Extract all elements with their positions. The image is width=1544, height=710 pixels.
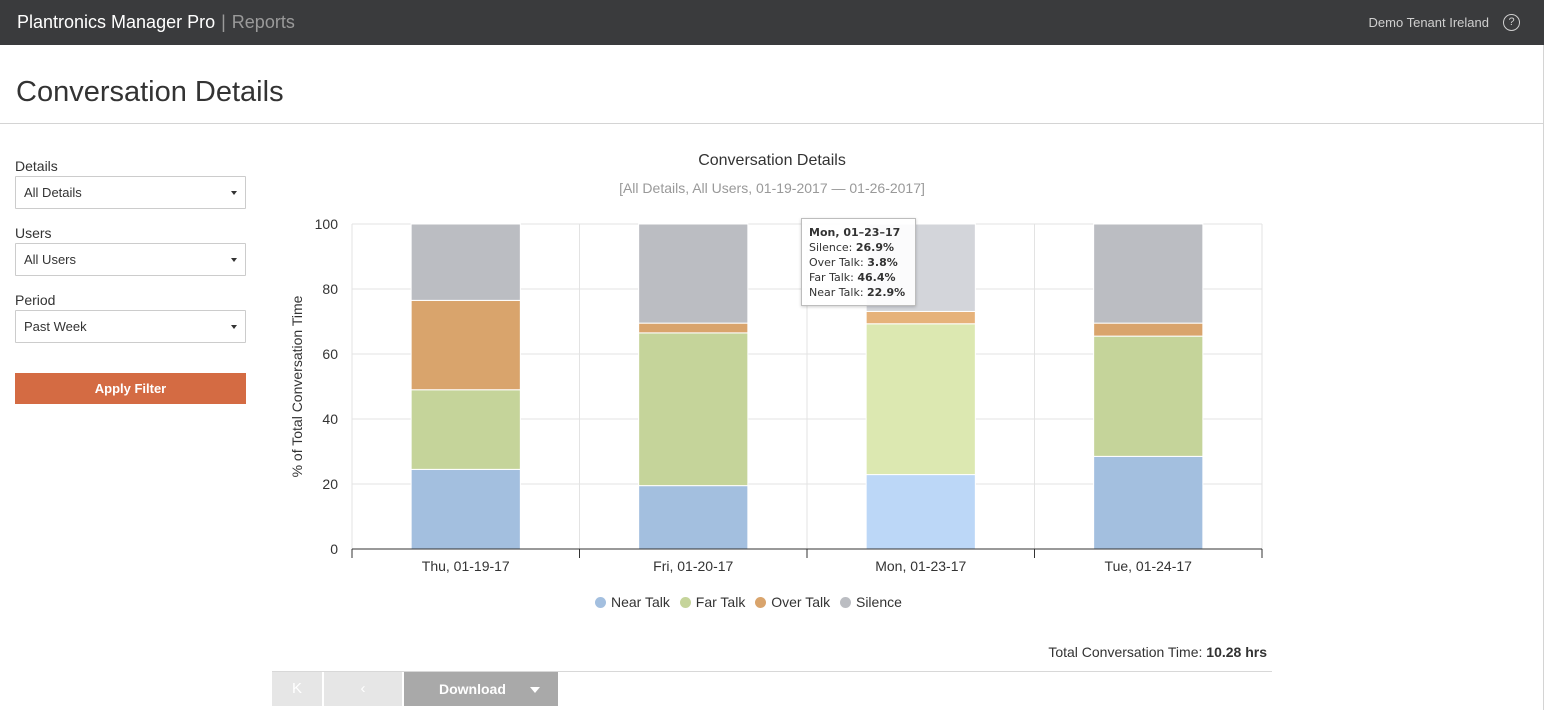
tenant-name[interactable]: Demo Tenant Ireland	[1368, 15, 1489, 30]
caret-down-icon	[231, 191, 237, 195]
bar-segment-near-talk	[1093, 455, 1204, 550]
tooltip-row: Silence: 26.9%	[809, 241, 895, 254]
y-tick-label: 100	[315, 216, 339, 232]
details-label: Details	[15, 158, 58, 174]
stacked-bar-chart: 0 20 40 60 80 100 Thu, 01-19-17 Fri, 01-20-17 Mo…	[289, 216, 1263, 574]
x-tick-label: Thu, 01-19-17	[422, 558, 510, 574]
bar-segment-near-talk	[865, 474, 976, 550]
bar-segment-far-talk	[1093, 335, 1204, 457]
bar-segment-over-talk	[410, 299, 521, 391]
x-tick-label: Fri, 01-20-17	[653, 558, 733, 574]
x-tick-label: Mon, 01-23-17	[875, 558, 966, 574]
period-select[interactable]: Past Week	[15, 310, 246, 343]
apply-filter-button[interactable]: Apply Filter	[15, 373, 246, 404]
chevron-left-icon: ‹	[360, 680, 366, 697]
caret-down-icon	[530, 687, 540, 693]
total-label: Total Conversation Time:	[1048, 644, 1203, 660]
details-select[interactable]: All Details	[15, 176, 246, 209]
bar-segment-far-talk	[865, 323, 976, 476]
legend-dot	[839, 597, 851, 608]
previous-page-button[interactable]: ‹	[324, 672, 402, 706]
total-conversation-time: Total Conversation Time: 10.28 hrs	[1048, 644, 1267, 660]
users-select[interactable]: All Users	[15, 243, 246, 276]
chart-tooltip: Mon, 01–23–17 Silence: 26.9% Over Talk: …	[801, 218, 916, 306]
chart-legend: Near Talk Far Talk Over Talk Silence	[595, 594, 908, 610]
section-name[interactable]: Reports	[231, 12, 295, 32]
legend-dot	[679, 597, 691, 608]
bar-segment-far-talk	[638, 332, 749, 487]
bar-segment-silence	[410, 223, 521, 301]
bar-segment-over-talk	[865, 310, 976, 325]
legend-dot	[595, 597, 606, 608]
tooltip-row: Over Talk: 3.8%	[809, 256, 898, 269]
users-label: Users	[15, 225, 52, 241]
bar-segment-near-talk	[638, 485, 749, 550]
brand-separator: |	[221, 12, 226, 32]
y-tick-label: 40	[322, 411, 338, 427]
bar-segment-far-talk	[410, 389, 521, 470]
period-label: Period	[15, 292, 56, 308]
legend-item-silence[interactable]: Silence	[839, 594, 902, 610]
legend-dot	[755, 597, 767, 608]
y-tick-label: 60	[322, 346, 338, 362]
tooltip-row: Far Talk: 46.4%	[809, 271, 896, 284]
page-title: Conversation Details	[16, 76, 284, 108]
chart-title: Conversation Details	[698, 152, 846, 169]
y-tick-label: 20	[322, 476, 338, 492]
details-select-value: All Details	[24, 185, 82, 200]
y-tick-label: 0	[330, 541, 338, 557]
legend-item-near-talk[interactable]: Near Talk	[595, 594, 670, 610]
caret-down-icon	[231, 258, 237, 262]
y-axis-label: % of Total Conversation Time	[289, 295, 305, 477]
download-button[interactable]: Download	[404, 672, 558, 706]
total-value: 10.28 hrs	[1206, 644, 1267, 660]
first-page-icon: K	[291, 680, 302, 697]
users-select-value: All Users	[24, 252, 77, 267]
bar-segment-silence	[638, 223, 749, 324]
bar-segment-over-talk	[1093, 322, 1204, 337]
top-navigation-bar: Plantronics Manager Pro | Reports Demo Ten…	[0, 0, 1544, 45]
brand: Plantronics Manager Pro | Reports	[17, 12, 295, 33]
legend-item-far-talk[interactable]: Far Talk	[679, 594, 745, 610]
app-name[interactable]: Plantronics Manager Pro	[17, 12, 216, 32]
chart-subtitle: [All Details, All Users, 01-19-2017 — 01…	[619, 180, 925, 196]
tooltip-row: Near Talk: 22.9%	[809, 286, 906, 299]
first-page-button[interactable]: K	[272, 672, 322, 706]
download-label: Download	[439, 681, 506, 697]
bar-segment-over-talk	[638, 322, 749, 334]
page-header: Conversation Details	[0, 45, 1544, 124]
x-tick-label: Tue, 01-24-17	[1105, 558, 1193, 574]
bar-segment-near-talk	[410, 468, 521, 550]
caret-down-icon	[231, 325, 237, 329]
period-select-value: Past Week	[24, 319, 87, 334]
legend-item-over-talk[interactable]: Over Talk	[755, 594, 830, 610]
divider	[272, 671, 1272, 672]
tooltip-title: Mon, 01–23–17	[809, 226, 901, 239]
y-tick-label: 80	[322, 281, 338, 297]
help-icon[interactable]: ?	[1503, 14, 1520, 31]
bar-segment-silence	[1093, 223, 1204, 324]
